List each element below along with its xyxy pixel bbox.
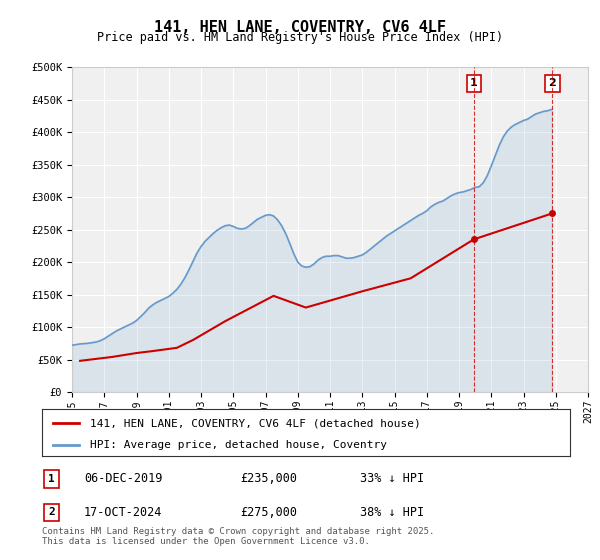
Text: £235,000: £235,000 xyxy=(240,472,297,486)
Text: 17-OCT-2024: 17-OCT-2024 xyxy=(84,506,163,519)
Text: 33% ↓ HPI: 33% ↓ HPI xyxy=(360,472,424,486)
Text: 38% ↓ HPI: 38% ↓ HPI xyxy=(360,506,424,519)
Text: Price paid vs. HM Land Registry's House Price Index (HPI): Price paid vs. HM Land Registry's House … xyxy=(97,31,503,44)
Text: 2: 2 xyxy=(548,78,556,88)
Text: 141, HEN LANE, COVENTRY, CV6 4LF: 141, HEN LANE, COVENTRY, CV6 4LF xyxy=(154,20,446,35)
Text: 06-DEC-2019: 06-DEC-2019 xyxy=(84,472,163,486)
Text: 141, HEN LANE, COVENTRY, CV6 4LF (detached house): 141, HEN LANE, COVENTRY, CV6 4LF (detach… xyxy=(89,418,420,428)
Text: 1: 1 xyxy=(470,78,478,88)
Text: £275,000: £275,000 xyxy=(240,506,297,519)
Text: Contains HM Land Registry data © Crown copyright and database right 2025.
This d: Contains HM Land Registry data © Crown c… xyxy=(42,526,434,546)
Text: HPI: Average price, detached house, Coventry: HPI: Average price, detached house, Cove… xyxy=(89,440,386,450)
Text: 1: 1 xyxy=(48,474,55,484)
Text: 2: 2 xyxy=(48,507,55,517)
